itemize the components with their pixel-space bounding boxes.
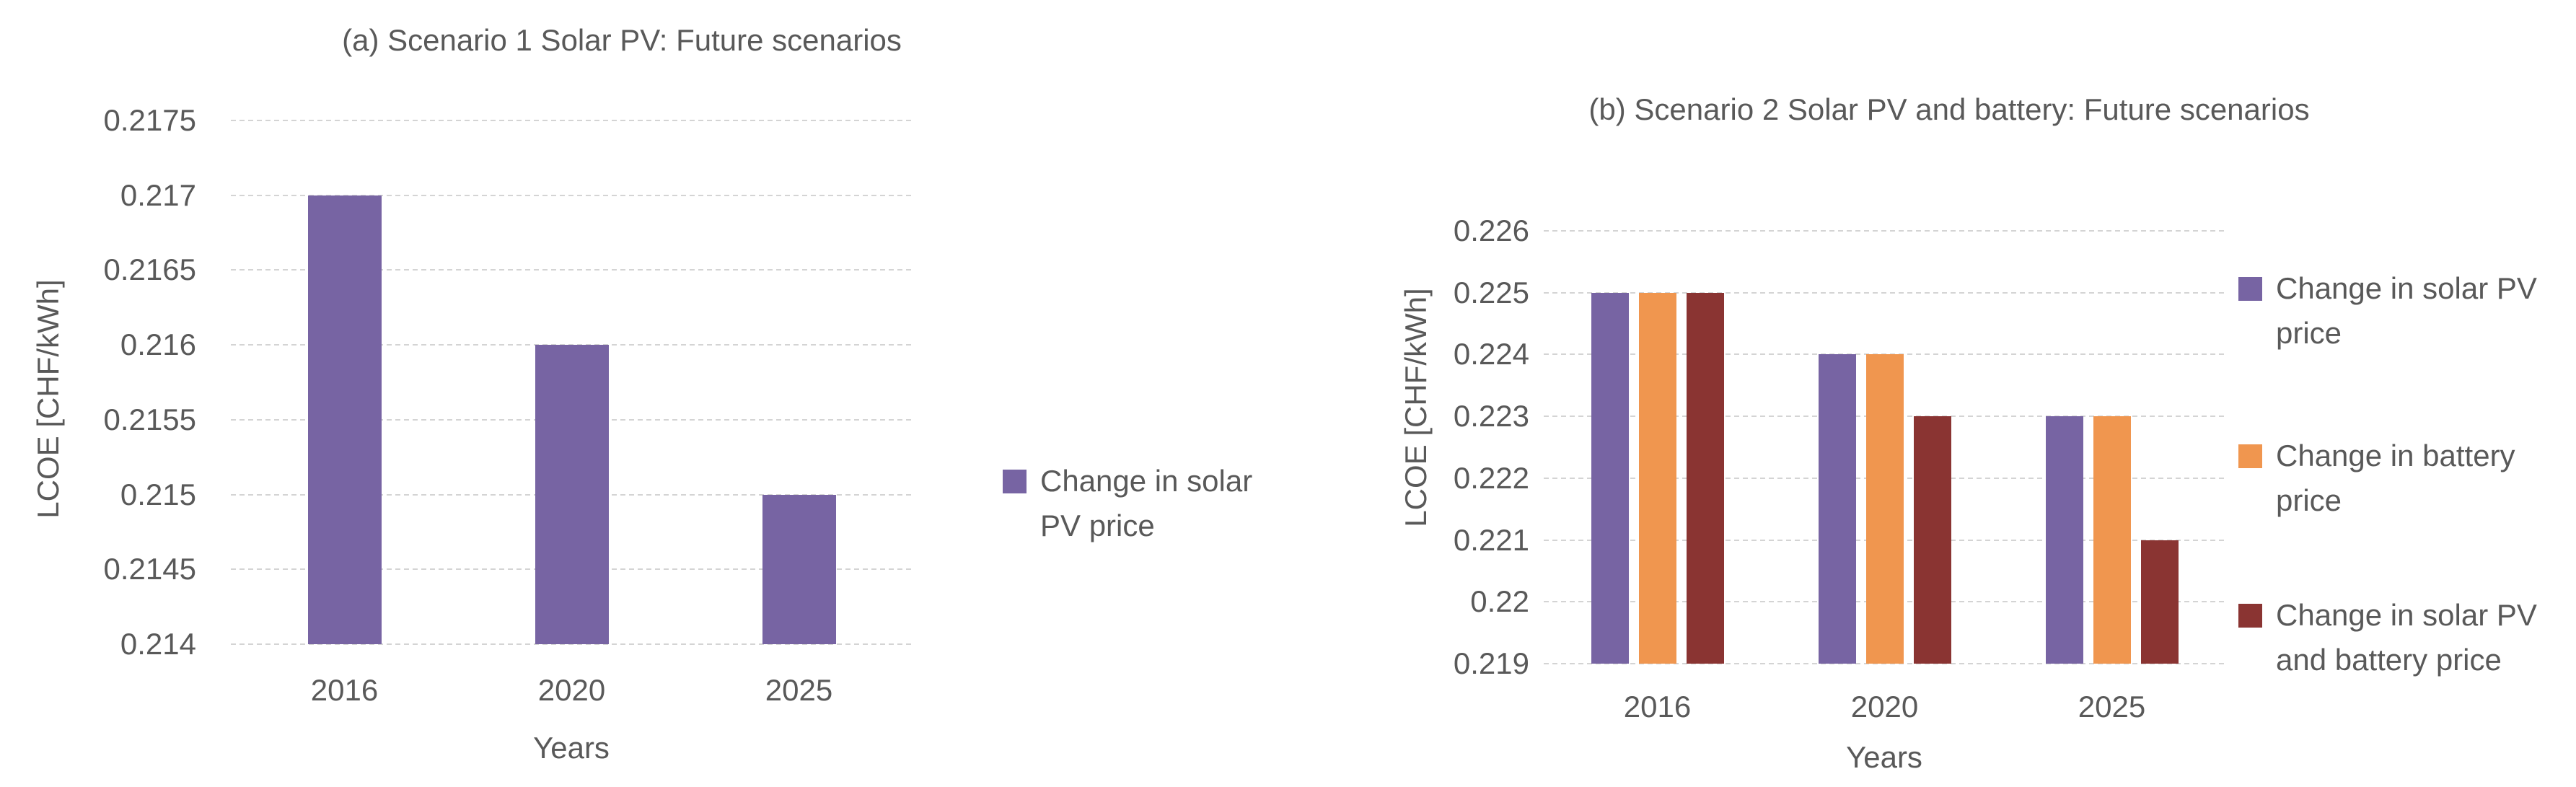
- chart-b-x-axis-title: Years: [1846, 740, 1922, 774]
- bar-2020-series1: [1818, 354, 1856, 664]
- y-tick-label: 0.225: [1453, 275, 1529, 309]
- bar-2025-series3: [2140, 540, 2179, 664]
- bar-2016-series3: [1686, 292, 1724, 664]
- y-tick-label: 0.2165: [103, 252, 196, 287]
- y-tick-label: 0.2155: [103, 402, 196, 436]
- x-tick-label: 2020: [537, 673, 606, 707]
- gridline: [1544, 663, 2225, 664]
- bar-2016-series1: [307, 195, 382, 644]
- legend-label: Change in battery price: [2276, 439, 2515, 517]
- y-tick-label: 0.223: [1453, 399, 1529, 434]
- y-tick-label: 0.2145: [103, 552, 196, 586]
- bar-2020-series2: [1865, 354, 1904, 664]
- y-tick-label: 0.221: [1453, 522, 1529, 557]
- gridline: [231, 269, 913, 271]
- y-tick-label: 0.217: [120, 177, 196, 212]
- bar-2016-series1: [1591, 292, 1629, 664]
- x-tick-label: 2016: [310, 673, 379, 707]
- x-tick-label: 2016: [1623, 690, 1692, 724]
- x-tick-label: 2025: [765, 673, 833, 707]
- chart-a-x-axis-title: Years: [533, 731, 610, 765]
- legend-label: Change in solar PV and battery price: [2276, 598, 2537, 677]
- y-tick-label: 0.215: [120, 477, 196, 511]
- bar-2025-series2: [2093, 416, 2131, 664]
- gridline: [231, 643, 913, 645]
- bar-2025-series1: [762, 494, 836, 644]
- x-tick-label: 2020: [1850, 690, 1919, 724]
- y-tick-label: 0.22: [1470, 584, 1529, 619]
- gridline: [231, 120, 913, 121]
- bar-2020-series1: [535, 345, 609, 644]
- legend-item-series1: Change in solar PV price: [2238, 266, 2549, 356]
- bar-2016-series2: [1638, 292, 1676, 664]
- chart-a-title: (a) Scenario 1 Solar PV: Future scenario…: [342, 23, 902, 57]
- legend-swatch-icon: [2238, 444, 2262, 468]
- legend-item-series1: Change in solar PV price: [1003, 459, 1270, 548]
- legend-label: Change in solar PV price: [1040, 464, 1253, 542]
- legend-label: Change in solar PV price: [2276, 271, 2537, 350]
- y-tick-label: 0.214: [120, 627, 196, 661]
- legend-swatch-icon: [1003, 470, 1027, 493]
- legend-swatch-icon: [2238, 277, 2262, 301]
- y-tick-label: 0.2175: [103, 103, 196, 137]
- bar-2020-series3: [1913, 416, 1951, 664]
- y-tick-label: 0.226: [1453, 214, 1529, 247]
- y-tick-label: 0.219: [1453, 646, 1529, 680]
- x-tick-label: 2025: [2078, 690, 2146, 724]
- legend-item-series2: Change in battery price: [2238, 434, 2549, 523]
- legend-item-series3: Change in solar PV and battery price: [2238, 593, 2549, 682]
- y-tick-label: 0.216: [120, 327, 196, 362]
- y-tick-label: 0.224: [1453, 337, 1529, 371]
- gridline: [1544, 291, 2225, 294]
- y-tick-label: 0.222: [1453, 460, 1529, 495]
- legend-swatch-icon: [2238, 604, 2262, 628]
- chart-b-title: (b) Scenario 2 Solar PV and battery: Fut…: [1588, 92, 2310, 126]
- gridline: [231, 194, 913, 196]
- bar-2025-series1: [2045, 416, 2083, 664]
- gridline: [1544, 230, 2225, 232]
